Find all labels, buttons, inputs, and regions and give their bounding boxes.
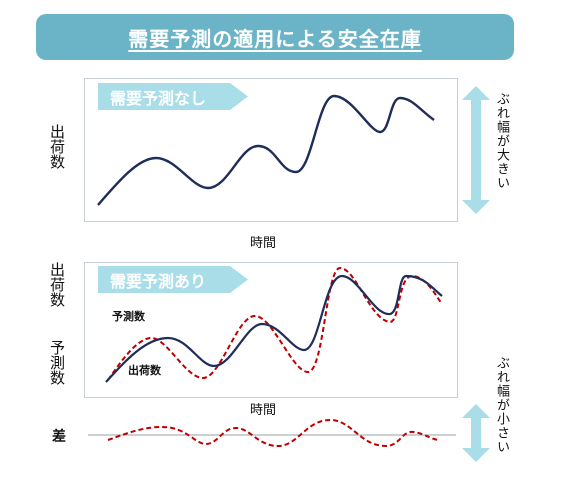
top-ribbon: 需要予測なし (98, 83, 248, 110)
difference-line (107, 418, 441, 448)
page-title: 需要予測の適用による安全在庫 (128, 26, 422, 51)
top-y-axis-label: 出荷数 (48, 124, 66, 169)
top-actual-shipments-line (97, 94, 435, 206)
bottom-x-axis-label: 時間 (250, 403, 277, 418)
bottom-ribbon: 需要予測あり (98, 266, 248, 293)
top-variation-note: ぶれ幅が大きい (494, 92, 509, 190)
large-variation-arrow-icon (462, 86, 490, 214)
bottom-variation-note: ぶれ幅が小さい (494, 356, 509, 454)
shipments-series-label: 出荷数 (128, 364, 161, 377)
forecast-line (107, 266, 443, 381)
forecast-series-label: 予測数 (112, 310, 145, 323)
top-x-axis-label: 時間 (250, 236, 277, 251)
bottom-actual-shipments-line (105, 274, 443, 383)
title-bar: 需要予測の適用による安全在庫 (36, 14, 514, 60)
bottom-y-axis-label-forecast: 予測数 (48, 340, 66, 385)
small-variation-arrow-icon (462, 404, 490, 462)
bottom-y-axis-label-shipments: 出荷数 (48, 262, 66, 307)
difference-label: 差 (52, 429, 66, 445)
